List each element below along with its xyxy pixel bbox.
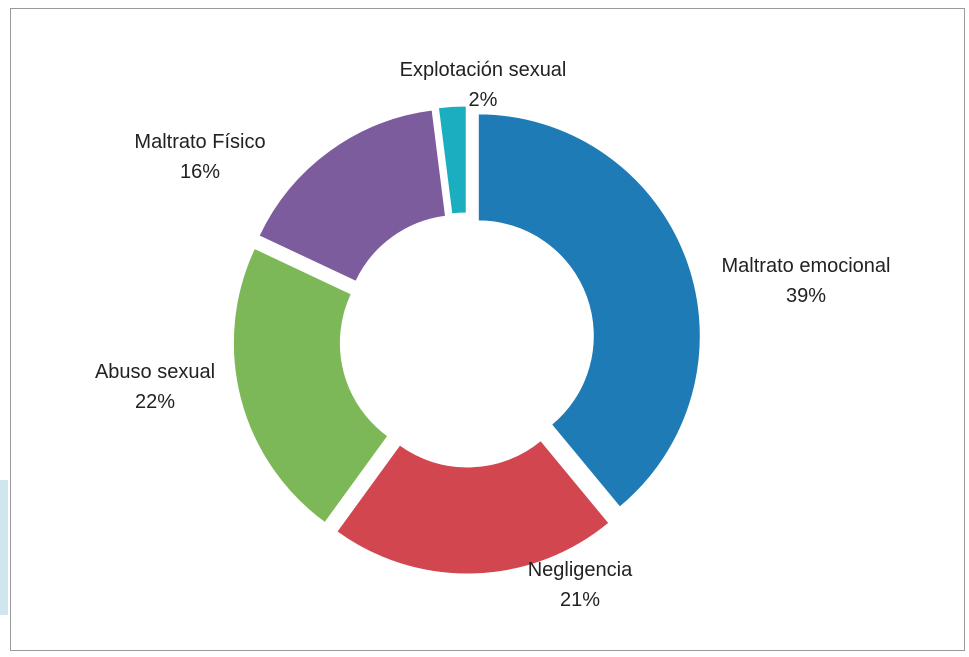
slice-label: Maltrato emocional: [722, 255, 891, 277]
slice-label: Negligencia: [528, 559, 633, 581]
donut-slice: [477, 113, 701, 508]
slice-label: Abuso sexual: [95, 361, 215, 383]
donut-slice: [258, 109, 447, 282]
donut-slice: [437, 105, 467, 215]
chart-frame: [10, 8, 965, 651]
side-accent: [0, 480, 8, 615]
donut-slice: [336, 439, 610, 575]
slice-value-label: 22%: [135, 391, 175, 413]
slice-value-label: 2%: [469, 89, 498, 111]
slice-value-label: 39%: [786, 285, 826, 307]
slice-label: Explotación sexual: [400, 59, 567, 81]
slice-value-label: 21%: [560, 589, 600, 611]
slice-value-label: 16%: [180, 161, 220, 183]
slice-label: Maltrato Físico: [134, 131, 265, 153]
donut-slice: [232, 247, 389, 524]
